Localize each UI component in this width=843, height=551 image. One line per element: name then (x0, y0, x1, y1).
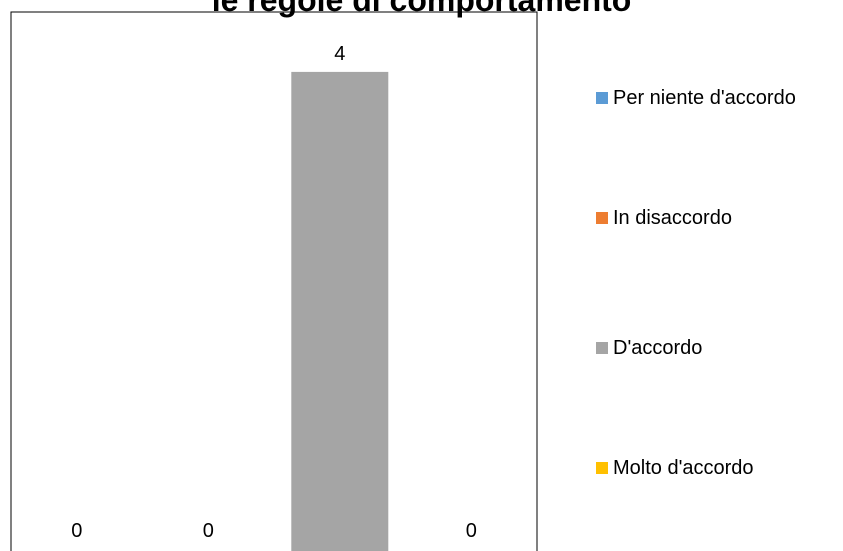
legend-swatch-gray (596, 342, 608, 354)
chart-title-text: le regole di comportamento (211, 0, 632, 18)
data-label: 0 (466, 520, 477, 542)
legend-label: Molto d'accordo (613, 457, 754, 479)
chart-title: le regole di comportamento (0, 0, 843, 24)
plot-area: 0 0 4 0 (10, 11, 538, 551)
legend-item-per-niente-daccordo: Per niente d'accordo (596, 86, 796, 110)
legend: Per niente d'accordo In disaccordo D'acc… (596, 0, 843, 551)
data-label: 0 (71, 520, 82, 542)
bar (291, 71, 389, 551)
legend-swatch-blue (596, 92, 608, 104)
legend-label: Per niente d'accordo (613, 87, 796, 109)
data-label: 0 (203, 520, 214, 542)
data-label: 4 (334, 43, 345, 65)
legend-swatch-yellow (596, 462, 608, 474)
legend-swatch-orange (596, 212, 608, 224)
legend-label: In disaccordo (613, 207, 732, 229)
legend-item-in-disaccordo: In disaccordo (596, 206, 732, 230)
legend-label: D'accordo (613, 337, 703, 359)
plot-border (10, 11, 538, 551)
legend-item-daccordo: D'accordo (596, 336, 702, 360)
legend-item-molto-daccordo: Molto d'accordo (596, 456, 754, 480)
